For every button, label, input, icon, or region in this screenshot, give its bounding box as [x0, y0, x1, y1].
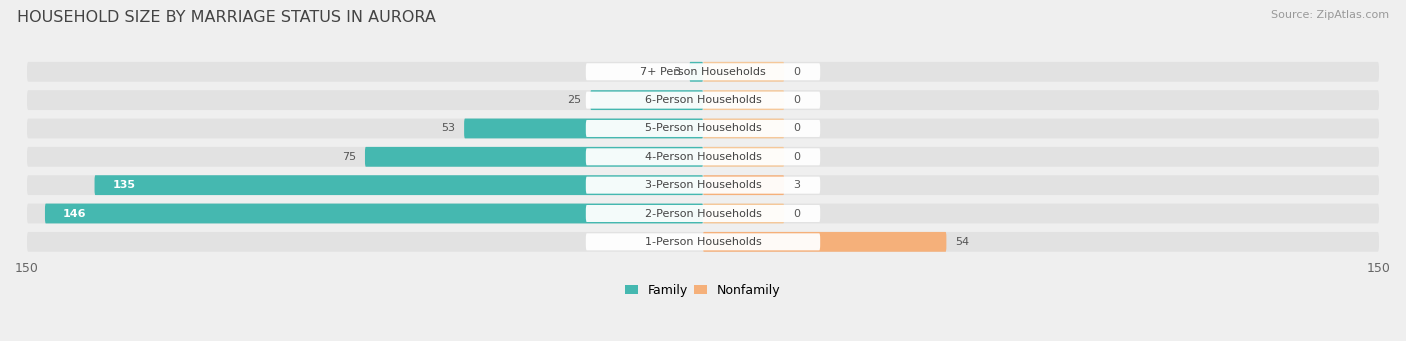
FancyBboxPatch shape	[703, 147, 785, 167]
FancyBboxPatch shape	[366, 147, 703, 167]
Text: 3: 3	[793, 180, 800, 190]
FancyBboxPatch shape	[703, 204, 785, 223]
Text: 1-Person Households: 1-Person Households	[644, 237, 762, 247]
FancyBboxPatch shape	[27, 147, 1379, 167]
FancyBboxPatch shape	[586, 92, 820, 109]
FancyBboxPatch shape	[464, 119, 703, 138]
Text: 5-Person Households: 5-Person Households	[644, 123, 762, 133]
FancyBboxPatch shape	[586, 120, 820, 137]
FancyBboxPatch shape	[586, 177, 820, 194]
FancyBboxPatch shape	[27, 62, 1379, 82]
Text: 54: 54	[956, 237, 970, 247]
FancyBboxPatch shape	[586, 148, 820, 165]
Text: 4-Person Households: 4-Person Households	[644, 152, 762, 162]
Text: 0: 0	[793, 95, 800, 105]
Text: 75: 75	[342, 152, 356, 162]
FancyBboxPatch shape	[45, 204, 703, 223]
Legend: Family, Nonfamily: Family, Nonfamily	[626, 284, 780, 297]
FancyBboxPatch shape	[703, 90, 785, 110]
Text: 146: 146	[63, 208, 87, 219]
FancyBboxPatch shape	[27, 232, 1379, 252]
Text: HOUSEHOLD SIZE BY MARRIAGE STATUS IN AURORA: HOUSEHOLD SIZE BY MARRIAGE STATUS IN AUR…	[17, 10, 436, 25]
FancyBboxPatch shape	[586, 233, 820, 250]
FancyBboxPatch shape	[27, 119, 1379, 138]
Text: 53: 53	[441, 123, 456, 133]
FancyBboxPatch shape	[689, 62, 703, 82]
Text: 3: 3	[673, 67, 681, 77]
FancyBboxPatch shape	[591, 90, 703, 110]
Text: 135: 135	[112, 180, 135, 190]
FancyBboxPatch shape	[27, 175, 1379, 195]
FancyBboxPatch shape	[586, 205, 820, 222]
FancyBboxPatch shape	[703, 119, 785, 138]
Text: 6-Person Households: 6-Person Households	[644, 95, 762, 105]
Text: 0: 0	[793, 123, 800, 133]
FancyBboxPatch shape	[27, 90, 1379, 110]
Text: 0: 0	[793, 67, 800, 77]
FancyBboxPatch shape	[703, 232, 946, 252]
FancyBboxPatch shape	[703, 62, 785, 82]
Text: Source: ZipAtlas.com: Source: ZipAtlas.com	[1271, 10, 1389, 20]
Text: 0: 0	[793, 152, 800, 162]
Text: 3-Person Households: 3-Person Households	[644, 180, 762, 190]
FancyBboxPatch shape	[586, 63, 820, 80]
FancyBboxPatch shape	[27, 204, 1379, 223]
Text: 2-Person Households: 2-Person Households	[644, 208, 762, 219]
FancyBboxPatch shape	[94, 175, 703, 195]
Text: 0: 0	[793, 208, 800, 219]
Text: 7+ Person Households: 7+ Person Households	[640, 67, 766, 77]
FancyBboxPatch shape	[703, 175, 785, 195]
Text: 25: 25	[567, 95, 581, 105]
